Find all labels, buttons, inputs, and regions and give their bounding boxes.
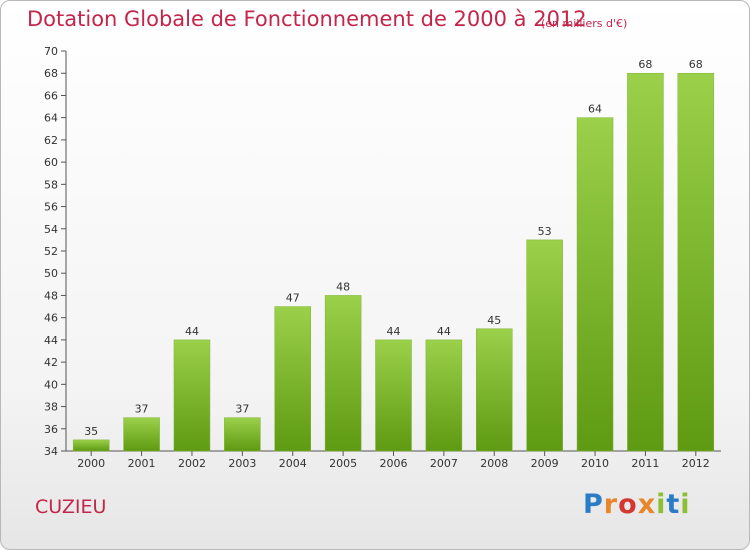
logo-letter: o [618, 489, 638, 520]
bar [123, 417, 160, 452]
y-tick-label: 48 [44, 289, 58, 302]
y-tick-label: 38 [44, 401, 58, 414]
x-tick-label: 2002 [178, 457, 206, 470]
x-tick-label: 2012 [682, 457, 710, 470]
x-tick-label: 2007 [430, 457, 458, 470]
bar-value-label: 37 [135, 403, 149, 416]
logo-letter: r [603, 489, 619, 520]
x-tick-label: 2009 [531, 457, 559, 470]
y-tick-label: 40 [44, 378, 58, 391]
bar [375, 339, 412, 452]
y-tick-label: 66 [44, 89, 58, 102]
chart-subtitle: (en milliers d'€) [541, 17, 628, 30]
logo-letter: P [583, 489, 604, 520]
x-tick-label: 2005 [329, 457, 357, 470]
bar-value-label: 35 [84, 425, 98, 438]
x-tick-label: 2003 [228, 457, 256, 470]
bar [627, 72, 664, 452]
y-tick-label: 70 [44, 45, 58, 58]
logo-letter: x [637, 489, 657, 520]
y-tick-label: 44 [44, 334, 58, 347]
y-tick-label: 64 [44, 112, 58, 125]
bar-value-label: 45 [487, 314, 501, 327]
logo-letter: i [680, 489, 691, 520]
y-tick-label: 34 [44, 445, 58, 458]
bar [526, 239, 563, 452]
bar-value-label: 47 [286, 292, 300, 305]
y-tick-label: 54 [44, 223, 58, 236]
y-tick-label: 50 [44, 267, 58, 280]
bar [677, 72, 715, 452]
bar-value-label: 68 [689, 58, 703, 71]
chart-value-labels: 35 37 44 37 47 48 44 44 45 53 64 68 68 [84, 58, 703, 438]
x-tick-label: 2008 [480, 457, 508, 470]
y-tick-label: 60 [44, 156, 58, 169]
y-tick-label: 36 [44, 423, 58, 436]
chart-axes: 34 36 38 40 42 44 46 48 50 52 54 56 58 60 62 64 66 68 70 20… [44, 45, 721, 470]
y-tick-label: 68 [44, 67, 58, 80]
x-tick-label: 2010 [581, 457, 609, 470]
bar-value-label: 53 [538, 225, 552, 238]
bar-value-label: 48 [336, 280, 350, 293]
bar-value-label: 44 [387, 325, 401, 338]
bar [476, 328, 513, 452]
logo-letter: i [656, 489, 667, 520]
y-tick-label: 52 [44, 245, 58, 258]
bar [324, 295, 362, 452]
chart-title: Dotation Globale de Fonctionnement de 20… [27, 7, 587, 31]
x-tick-label: 2011 [631, 457, 659, 470]
y-tick-label: 62 [44, 134, 58, 147]
y-tick-label: 56 [44, 201, 58, 214]
x-tick-label: 2006 [380, 457, 408, 470]
bar-value-label: 64 [588, 103, 602, 116]
commune-name: CUZIEU [35, 496, 107, 518]
y-tick-label: 42 [44, 356, 58, 369]
bar-value-label: 37 [235, 403, 249, 416]
bar [425, 339, 463, 452]
bar [224, 417, 261, 452]
bar [72, 439, 110, 452]
bar-value-label: 44 [185, 325, 199, 338]
bar-value-label: 68 [638, 58, 652, 71]
proxiti-logo: Proxiti [583, 489, 691, 520]
x-tick-label: 2001 [128, 457, 156, 470]
x-tick-label: 2004 [279, 457, 307, 470]
y-tick-label: 46 [44, 312, 58, 325]
chart-bars [72, 72, 715, 452]
logo-letter: t [666, 489, 681, 520]
bar [173, 339, 211, 452]
x-tick-label: 2000 [77, 457, 105, 470]
bar [274, 306, 311, 452]
bar-value-label: 44 [437, 325, 451, 338]
bar [576, 117, 614, 452]
y-tick-label: 58 [44, 178, 58, 191]
